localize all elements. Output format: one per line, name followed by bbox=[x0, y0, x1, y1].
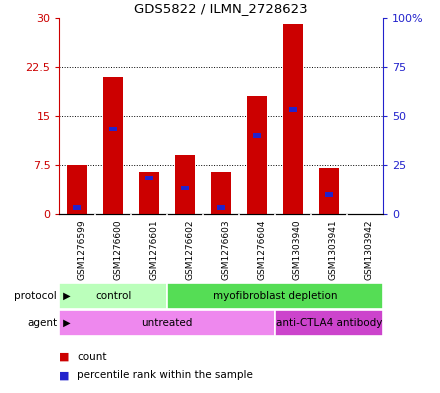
Text: ■: ■ bbox=[59, 370, 70, 380]
Bar bbox=[110, 127, 117, 131]
Bar bbox=[319, 168, 339, 214]
Bar bbox=[181, 185, 189, 190]
Text: anti-CTLA4 antibody: anti-CTLA4 antibody bbox=[276, 318, 382, 328]
Bar bbox=[275, 310, 383, 336]
Text: GSM1276603: GSM1276603 bbox=[221, 220, 230, 280]
Text: ■: ■ bbox=[59, 352, 70, 362]
Bar bbox=[247, 96, 267, 214]
Title: GDS5822 / ILMN_2728623: GDS5822 / ILMN_2728623 bbox=[134, 2, 308, 15]
Bar bbox=[103, 77, 123, 214]
Bar bbox=[211, 172, 231, 214]
Bar bbox=[217, 205, 225, 210]
Text: GSM1276600: GSM1276600 bbox=[114, 220, 122, 280]
Text: count: count bbox=[77, 352, 106, 362]
Text: ▶: ▶ bbox=[60, 318, 70, 328]
Text: GSM1303941: GSM1303941 bbox=[329, 220, 338, 280]
Bar bbox=[289, 107, 297, 112]
Text: ▶: ▶ bbox=[60, 291, 70, 301]
Text: GSM1276602: GSM1276602 bbox=[185, 220, 194, 280]
Text: agent: agent bbox=[27, 318, 57, 328]
Bar bbox=[59, 283, 167, 309]
Text: GSM1276599: GSM1276599 bbox=[77, 220, 86, 280]
Text: GSM1303940: GSM1303940 bbox=[293, 220, 302, 280]
Text: percentile rank within the sample: percentile rank within the sample bbox=[77, 370, 253, 380]
Text: control: control bbox=[95, 291, 132, 301]
Bar bbox=[59, 310, 275, 336]
Bar bbox=[67, 165, 87, 214]
Bar bbox=[139, 172, 159, 214]
Text: GSM1303942: GSM1303942 bbox=[365, 220, 374, 280]
Bar bbox=[145, 176, 153, 180]
Text: myofibroblast depletion: myofibroblast depletion bbox=[213, 291, 337, 301]
Bar bbox=[167, 283, 383, 309]
Bar bbox=[73, 205, 81, 210]
Bar bbox=[253, 133, 261, 138]
Text: untreated: untreated bbox=[142, 318, 193, 328]
Bar bbox=[283, 24, 303, 214]
Bar bbox=[325, 192, 333, 197]
Bar bbox=[175, 155, 195, 214]
Text: GSM1276601: GSM1276601 bbox=[149, 220, 158, 280]
Text: protocol: protocol bbox=[15, 291, 57, 301]
Text: GSM1276604: GSM1276604 bbox=[257, 220, 266, 280]
